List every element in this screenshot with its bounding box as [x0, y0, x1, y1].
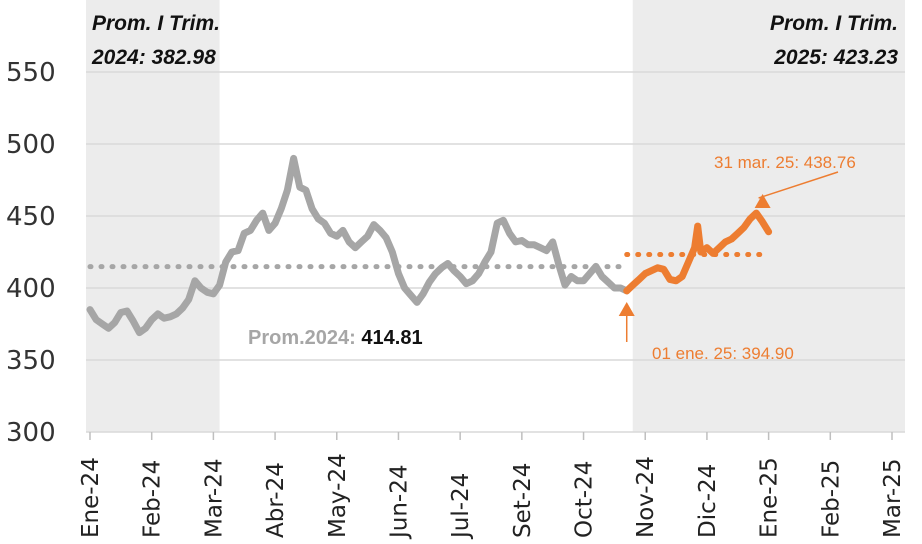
- x-tick-label: Mar-25: [880, 459, 906, 539]
- x-tick-label: Feb-24: [140, 460, 166, 538]
- y-axis: 300 350 400 450 500 550: [6, 58, 56, 448]
- x-tick-label: Feb-25: [818, 460, 844, 538]
- x-tick-label: Nov-24: [633, 456, 659, 538]
- series-line-1: [86, 154, 631, 337]
- price-series: [86, 154, 773, 337]
- annotation-marker-start: [618, 302, 635, 316]
- average-label-value: 414.81: [361, 327, 422, 349]
- y-tick-label: 500: [6, 130, 56, 160]
- quarter-label-line2: 2024: 382.98: [91, 46, 216, 69]
- average-label: Prom.2024: 414.81: [248, 327, 423, 349]
- average-label-text: Prom.2024:: [248, 327, 361, 349]
- series-line-2: [623, 209, 773, 295]
- annotation-leader-end: [758, 171, 839, 199]
- quarter-label-line1: Prom. I Trim.: [92, 12, 220, 35]
- x-tick-label: Set-24: [510, 463, 536, 538]
- average-lines: Prom.2024: 414.81: [87, 252, 772, 349]
- annotation-label-end: 31 mar. 25: 438.76: [714, 153, 856, 172]
- x-tick-label: Ene-24: [78, 457, 104, 538]
- annotation-label-start: 01 ene. 25: 394.90: [652, 344, 794, 363]
- y-tick-label: 550: [6, 58, 56, 88]
- x-tick-label: Oct-24: [572, 461, 598, 538]
- x-axis: Ene-24 Feb-24 Mar-24 Abr-24 May-24 Jun-24 Jul-…: [78, 432, 906, 540]
- y-tick-label: 450: [6, 202, 56, 232]
- x-tick-label: Dic-24: [695, 464, 721, 538]
- x-tick-label: Ene-25: [757, 457, 783, 538]
- quarter-label-line2: 2025: 423.23: [773, 46, 898, 69]
- x-tick-label: Jul-24: [448, 473, 474, 540]
- annotation-marker-end: [754, 194, 771, 208]
- x-tick-label: May-24: [325, 453, 351, 538]
- y-gridlines: [86, 71, 905, 433]
- y-tick-label: 350: [6, 346, 56, 376]
- quarter-label-line1: Prom. I Trim.: [770, 12, 898, 35]
- y-tick-label: 300: [6, 418, 56, 448]
- x-tick-label: Abr-24: [263, 462, 289, 538]
- x-tick-label: Jun-24: [386, 464, 412, 540]
- x-tick-label: Mar-24: [201, 459, 227, 539]
- point-annotations: 31 mar. 25: 438.76 01 ene. 25: 394.90: [618, 153, 856, 363]
- y-tick-label: 400: [6, 274, 56, 304]
- quarter-average-labels: Prom. I Trim. 2024: 382.98 Prom. I Trim. 20…: [91, 12, 898, 69]
